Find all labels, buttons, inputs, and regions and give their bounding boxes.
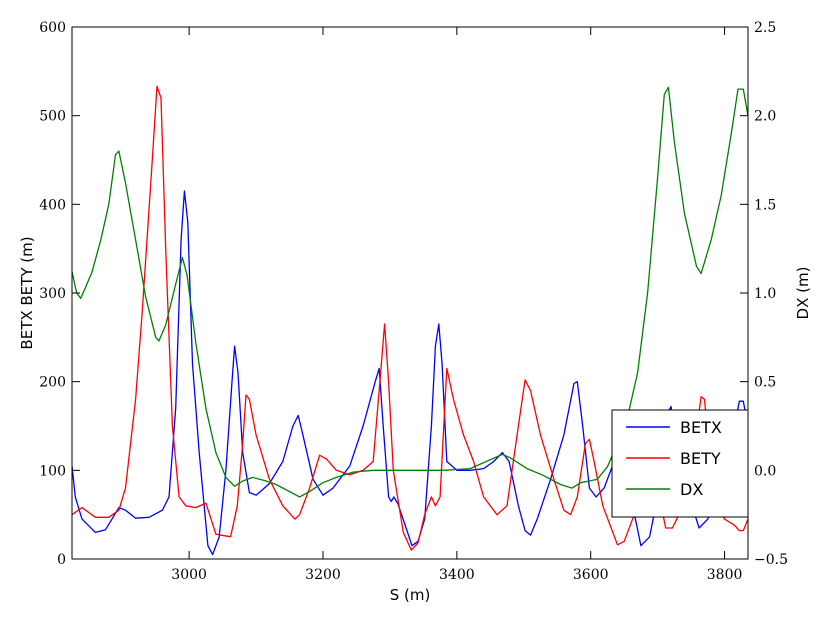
x-tick-label: 3600	[573, 567, 609, 583]
legend-box	[611, 409, 749, 518]
y-tick-label-right: 0.0	[754, 463, 776, 479]
legend-label-betx: BETX	[680, 418, 722, 437]
y-tick-label-left: 300	[39, 286, 66, 302]
y-tick-label-left: 600	[39, 20, 66, 36]
y-tick-label-right: 1.5	[754, 197, 776, 213]
y-tick-label-left: 400	[39, 197, 66, 213]
series-line-dx	[72, 86, 748, 498]
y-axis-label-left: BETX BETY (m)	[18, 236, 36, 349]
tick-layer: 3000 3200 3400 3600 3800 0 100 200 300 400 500 600 −…	[39, 20, 788, 583]
legend-label-dx: DX	[680, 480, 703, 499]
y-axis-label-right: DX (m)	[794, 267, 812, 320]
legend: BETX BETY DX	[611, 409, 749, 518]
y-tick-label-right: −0.5	[754, 552, 788, 568]
y-tick-label-right: 1.0	[754, 286, 776, 302]
y-tick-label-left: 100	[39, 463, 66, 479]
x-tick-label: 3000	[171, 567, 207, 583]
x-tick-label: 3200	[305, 567, 341, 583]
legend-label-bety: BETY	[680, 449, 721, 468]
x-tick-label: 3800	[707, 567, 743, 583]
y-tick-label-left: 200	[39, 375, 66, 391]
x-tick-label: 3400	[439, 567, 475, 583]
y-tick-label-right: 0.5	[754, 375, 776, 391]
x-axis-label: S (m)	[390, 586, 431, 604]
y-tick-label-left: 500	[39, 109, 66, 125]
y-tick-label-right: 2.0	[754, 109, 776, 125]
y-tick-label-left: 0	[57, 552, 66, 568]
y-tick-label-right: 2.5	[754, 20, 776, 36]
